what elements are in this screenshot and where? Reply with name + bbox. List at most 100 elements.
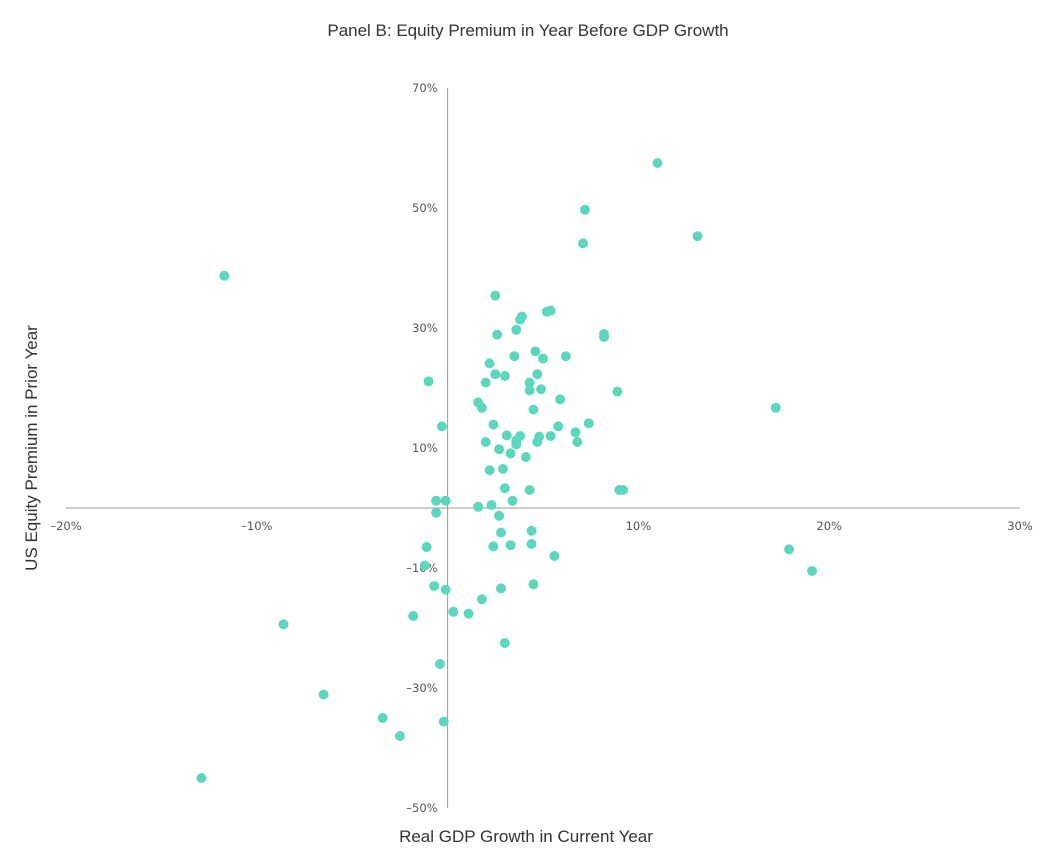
chart-title: Panel B: Equity Premium in Year Before G… xyxy=(327,21,728,40)
x-tick-labels: –20% –10% 10% 20% 30% xyxy=(50,519,1033,533)
y-tick-label: 70% xyxy=(412,81,438,95)
data-point xyxy=(440,495,451,506)
y-tick-label: –50% xyxy=(406,801,437,815)
data-point xyxy=(419,560,430,571)
data-point xyxy=(494,444,505,455)
data-point xyxy=(545,305,556,316)
data-point xyxy=(549,551,560,561)
x-tick-label: –10% xyxy=(241,519,272,533)
data-point xyxy=(505,448,516,459)
data-point xyxy=(429,581,440,591)
data-point xyxy=(440,584,451,595)
data-point xyxy=(505,540,516,551)
data-point xyxy=(434,659,445,669)
y-axis-title: US Equity Premium in Prior Year xyxy=(22,325,41,571)
data-point xyxy=(545,431,556,441)
data-point xyxy=(408,611,419,621)
data-point xyxy=(555,394,566,405)
data-point xyxy=(436,421,447,432)
data-point xyxy=(572,437,583,447)
data-point xyxy=(499,483,510,494)
data-point xyxy=(618,485,629,495)
data-point xyxy=(538,353,548,364)
data-point xyxy=(484,358,495,369)
data-point xyxy=(507,495,518,506)
data-point xyxy=(612,386,623,397)
data-point xyxy=(560,351,571,362)
data-point xyxy=(490,369,501,380)
data-point xyxy=(511,324,522,335)
data-point xyxy=(536,384,547,395)
x-tick-label: 30% xyxy=(1007,519,1033,533)
data-point xyxy=(526,525,537,536)
data-point xyxy=(579,204,590,215)
data-points xyxy=(196,158,818,783)
data-point xyxy=(570,427,581,438)
data-point xyxy=(394,731,405,741)
data-point xyxy=(520,452,531,462)
x-tick-label: 10% xyxy=(626,519,652,533)
data-point xyxy=(499,371,510,381)
data-point xyxy=(509,351,520,362)
data-point xyxy=(524,377,535,388)
data-point xyxy=(196,773,207,783)
data-point xyxy=(490,290,501,301)
data-point xyxy=(524,485,535,495)
y-tick-label: 30% xyxy=(412,321,438,335)
data-point xyxy=(488,541,499,552)
data-point xyxy=(421,542,432,552)
data-point xyxy=(431,495,442,506)
data-point xyxy=(583,418,594,429)
x-tick-label: –20% xyxy=(50,519,81,533)
data-point xyxy=(599,332,610,342)
data-point xyxy=(480,437,491,447)
data-point xyxy=(318,689,329,700)
data-point xyxy=(438,716,449,727)
data-point xyxy=(499,638,510,648)
y-tick-label: 50% xyxy=(412,201,438,215)
data-point xyxy=(377,713,388,723)
y-tick-label: –30% xyxy=(406,681,437,695)
y-tick-labels: 70%50%30%10%–10%–30%–50% xyxy=(406,81,437,815)
data-point xyxy=(476,594,487,605)
data-point xyxy=(578,238,589,249)
data-point xyxy=(473,501,484,512)
data-point xyxy=(528,579,539,590)
data-point xyxy=(524,385,535,396)
axes xyxy=(66,88,1020,808)
data-point xyxy=(423,376,434,387)
data-point xyxy=(652,158,663,168)
data-point xyxy=(807,566,818,576)
data-point xyxy=(219,270,230,281)
data-point xyxy=(530,346,541,357)
data-point xyxy=(511,439,522,450)
data-point xyxy=(431,507,442,518)
data-point xyxy=(494,510,505,521)
data-point xyxy=(476,402,487,413)
data-point xyxy=(496,527,507,538)
data-point xyxy=(784,544,795,555)
data-point xyxy=(770,402,781,413)
data-point xyxy=(448,606,459,617)
data-point xyxy=(532,437,543,447)
data-point xyxy=(528,404,539,415)
data-point xyxy=(486,500,497,510)
data-point xyxy=(484,465,495,476)
data-point xyxy=(515,314,526,325)
data-point xyxy=(501,430,512,441)
x-axis-title: Real GDP Growth in Current Year xyxy=(399,827,653,846)
x-tick-label: 20% xyxy=(816,519,842,533)
data-point xyxy=(532,369,543,380)
y-tick-label: 10% xyxy=(412,441,438,455)
data-point xyxy=(463,608,474,619)
data-point xyxy=(526,539,537,549)
data-point xyxy=(497,464,508,474)
data-point xyxy=(480,377,491,388)
data-point xyxy=(496,583,507,594)
data-point xyxy=(278,619,289,630)
data-point xyxy=(488,419,499,430)
data-point xyxy=(492,329,503,340)
data-point xyxy=(692,231,703,242)
data-point xyxy=(553,421,564,432)
